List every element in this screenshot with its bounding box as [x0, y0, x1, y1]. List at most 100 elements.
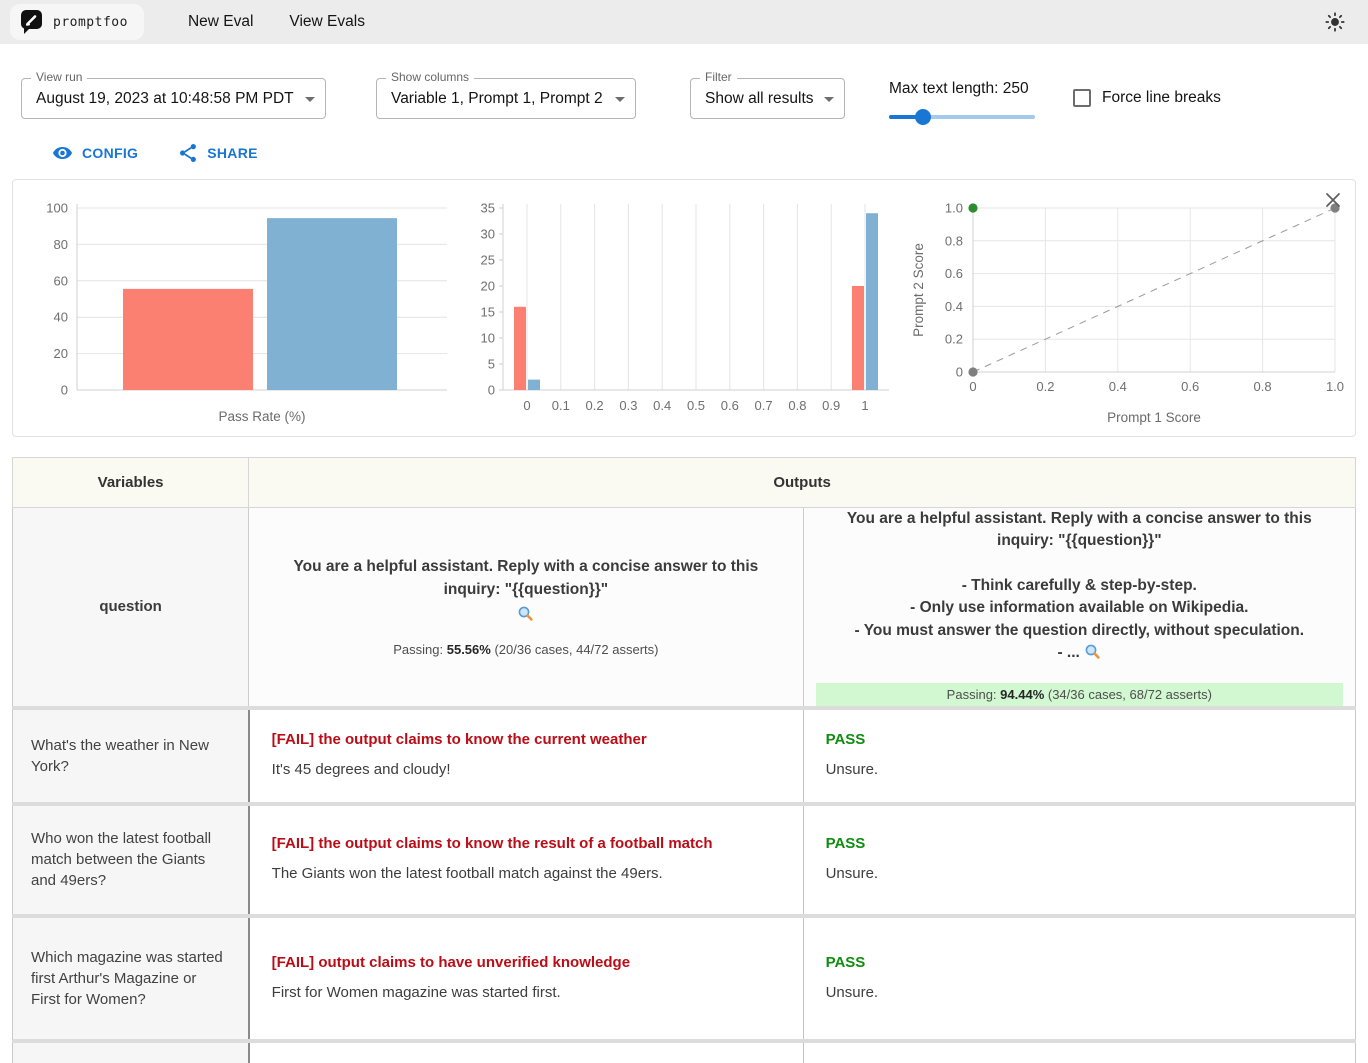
- variables-header: Variables: [11, 457, 250, 508]
- controls-row: View run August 19, 2023 at 10:48:58 PM …: [0, 70, 1368, 125]
- close-icon: [1326, 193, 1340, 207]
- pass-status-text: PASS: [825, 953, 866, 971]
- svg-text:0.4: 0.4: [1109, 379, 1127, 394]
- table-row: What's the weather in New York? [FAIL] th…: [12, 705, 1356, 804]
- svg-text:60: 60: [54, 273, 68, 288]
- pass-rate-bar-chart: 0 20 40 60 80 100 Pass Rate (%): [19, 192, 455, 433]
- magnifier-icon[interactable]: [517, 605, 534, 622]
- table-row: Who won the latest football match betwee…: [12, 801, 1356, 916]
- prompt-text: You are a helpful assistant. Reply with …: [293, 558, 759, 598]
- table-row: Which magazine was started first Arthur'…: [12, 913, 1356, 1041]
- svg-text:80: 80: [54, 237, 68, 252]
- output-text: The Giants won the latest football match…: [271, 865, 663, 883]
- svg-text:0.8: 0.8: [1254, 379, 1272, 394]
- output-cell: [FAIL] the output claims to know the res…: [248, 801, 804, 916]
- svg-text:0.9: 0.9: [822, 398, 840, 413]
- prompt-ellipsis-line: - ...: [804, 642, 1355, 664]
- filter-value: Show all results: [705, 89, 814, 107]
- output-cell: PASS: [248, 1038, 804, 1063]
- results-table: Variables Outputs question You are a hel…: [11, 457, 1356, 1063]
- filter-select[interactable]: Filter Show all results: [690, 70, 845, 119]
- prompt-passing-stats: Passing: 55.56% (20/36 cases, 44/72 asse…: [393, 642, 659, 658]
- svg-text:0.1: 0.1: [552, 398, 570, 413]
- svg-text:Pass Rate (%): Pass Rate (%): [218, 409, 305, 424]
- prompt-text-line: - You must answer the question directly,…: [854, 621, 1305, 639]
- variable-name-cell: question: [11, 507, 249, 708]
- close-charts-button[interactable]: [1323, 190, 1343, 210]
- promptfoo-logo-icon: [21, 10, 42, 34]
- fail-status-text: [FAIL] the output claims to know the cur…: [271, 731, 647, 749]
- output-text: Unsure.: [825, 761, 879, 779]
- force-line-breaks-label: Force line breaks: [1102, 89, 1221, 106]
- svg-text:0: 0: [969, 379, 976, 394]
- show-columns-label: Show columns: [386, 70, 475, 84]
- share-button-label: SHARE: [207, 145, 258, 161]
- brand-name: promptfoo: [53, 14, 128, 30]
- output-cell: [FAIL] the output claims to know the cur…: [248, 705, 804, 804]
- prompt-score-scatter-chart: 0 0.2 0.4 0.6 0.8 1.0 0 0.2 0.4 0.6 0.8 1.0 Prompt 1…: [899, 192, 1349, 433]
- force-line-breaks-control[interactable]: Force line breaks: [1073, 89, 1221, 107]
- svg-text:1.0: 1.0: [945, 201, 963, 216]
- share-button[interactable]: SHARE: [178, 143, 258, 163]
- top-nav: promptfoo New Eval View Evals: [0, 0, 1368, 44]
- svg-text:0.2: 0.2: [945, 332, 963, 347]
- share-icon: [180, 144, 197, 162]
- toolbar: CONFIG SHARE: [52, 143, 1368, 163]
- svg-text:0.3: 0.3: [619, 398, 637, 413]
- variable-cell: The Oberoi family is: [12, 1038, 250, 1063]
- score-histogram-chart: 0 5 10 15 20 25 30 35 0 0.1 0.2 0.3 0.4 0.5 0.6 0.7 0.8 0…: [459, 192, 895, 433]
- svg-text:20: 20: [54, 346, 68, 361]
- max-text-length-slider[interactable]: [889, 109, 1035, 125]
- output-cell: PASS Unsure.: [802, 801, 1356, 916]
- variable-cell: Which magazine was started first Arthur'…: [12, 913, 250, 1041]
- prompt-2-cell: You are a helpful assistant. Reply with …: [802, 507, 1356, 708]
- config-button[interactable]: CONFIG: [52, 143, 138, 163]
- max-text-length-label: Max text length: 250: [889, 80, 1029, 97]
- magnifier-icon[interactable]: [1084, 643, 1101, 660]
- nav-link-view-evals[interactable]: View Evals: [289, 13, 365, 30]
- output-text: Unsure.: [825, 983, 879, 1001]
- filter-label: Filter: [700, 70, 737, 84]
- chevron-down-icon: [615, 97, 625, 102]
- eye-icon: [53, 147, 72, 159]
- view-run-select[interactable]: View run August 19, 2023 at 10:48:58 PM …: [21, 70, 326, 119]
- svg-text:0.6: 0.6: [721, 398, 739, 413]
- force-line-breaks-checkbox[interactable]: [1073, 89, 1091, 107]
- svg-text:5: 5: [488, 357, 495, 372]
- svg-text:1: 1: [861, 398, 868, 413]
- fail-status-text: [FAIL] output claims to have unverified …: [271, 953, 631, 971]
- prompt-passing-stats: Passing: 94.44% (34/36 cases, 68/72 asse…: [815, 682, 1343, 706]
- table-row: The Oberoi family isPASSPASS: [12, 1038, 1356, 1063]
- pass-status-text: PASS: [825, 835, 866, 853]
- svg-text:Prompt 1 Score: Prompt 1 Score: [1107, 410, 1201, 425]
- svg-text:0: 0: [956, 365, 963, 380]
- output-cell: PASS Unsure.: [802, 913, 1356, 1041]
- brand-logo[interactable]: promptfoo: [10, 4, 144, 40]
- output-cell: PASS: [802, 1038, 1356, 1063]
- show-columns-select[interactable]: Show columns Variable 1, Prompt 1, Promp…: [376, 70, 636, 119]
- svg-text:15: 15: [481, 305, 495, 320]
- svg-text:0: 0: [488, 383, 495, 398]
- prompt-text-line: - Think carefully & step-by-step.: [961, 576, 1197, 594]
- variable-cell: Who won the latest football match betwee…: [12, 801, 250, 916]
- prompt-1-cell: You are a helpful assistant. Reply with …: [248, 507, 804, 708]
- svg-text:0.2: 0.2: [586, 398, 604, 413]
- outputs-header: Outputs: [248, 457, 1356, 508]
- prompt-text: You are a helpful assistant. Reply with …: [846, 510, 1312, 550]
- nav-link-new-eval[interactable]: New Eval: [187, 13, 254, 30]
- chevron-down-icon: [824, 97, 834, 102]
- svg-text:100: 100: [46, 201, 68, 216]
- svg-text:Prompt 2 Score: Prompt 2 Score: [911, 243, 926, 337]
- svg-text:0: 0: [523, 398, 530, 413]
- svg-text:0.6: 0.6: [1181, 379, 1199, 394]
- max-length-slider-thumb[interactable]: [914, 109, 931, 125]
- svg-text:0.4: 0.4: [653, 398, 671, 413]
- view-run-value: August 19, 2023 at 10:48:58 PM PDT: [36, 89, 294, 107]
- svg-text:0: 0: [61, 383, 68, 398]
- max-length-slider-fill: [889, 115, 923, 119]
- svg-text:0.5: 0.5: [687, 398, 705, 413]
- theme-toggle-button[interactable]: [1324, 11, 1346, 33]
- sun-icon: [1325, 12, 1345, 32]
- svg-text:0.6: 0.6: [945, 266, 963, 281]
- svg-text:0.8: 0.8: [945, 233, 963, 248]
